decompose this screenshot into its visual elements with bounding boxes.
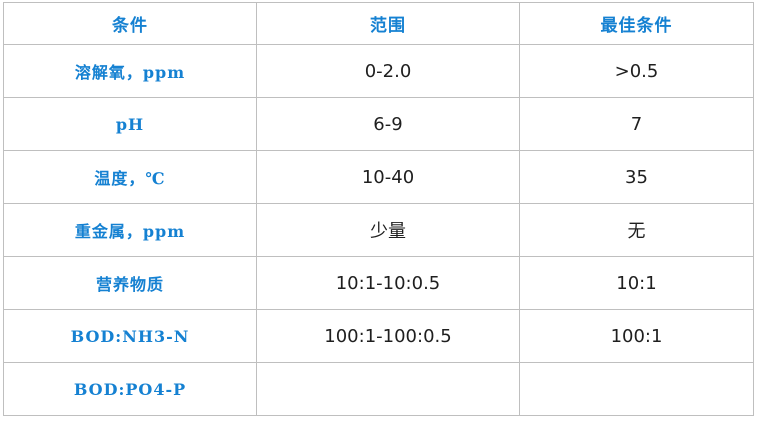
condition-cell: 温度，℃ (3, 150, 257, 204)
range-cell: 少量 (256, 203, 520, 257)
table-row: 溶解氧，ppm 0-2.0 >0.5 (3, 44, 754, 98)
range-cell: 6-9 (256, 97, 520, 151)
table-row: pH 6-9 7 (3, 97, 754, 151)
best-condition-cell: >0.5 (519, 44, 754, 98)
range-cell: 100:1-100:0.5 (256, 309, 520, 363)
condition-cell: 营养物质 (3, 256, 257, 310)
table-row: 温度，℃ 10-40 35 (3, 150, 754, 204)
condition-cell: 溶解氧，ppm (3, 44, 257, 98)
table-row: BOD:PO4-P (3, 362, 754, 416)
range-cell (256, 362, 520, 416)
best-condition-cell: 35 (519, 150, 754, 204)
condition-cell: BOD:NH3-N (3, 309, 257, 363)
condition-cell: 重金属，ppm (3, 203, 257, 257)
header-condition: 条件 (3, 2, 257, 45)
table-body: 溶解氧，ppm 0-2.0 >0.5 pH 6-9 7 温度，℃ 10-40 35 重金属，ppm… (3, 44, 754, 416)
best-condition-cell: 100:1 (519, 309, 754, 363)
conditions-table: 条件 范围 最佳条件 溶解氧，ppm 0-2.0 >0.5 pH 6-9 7 温度，℃ 10-… (3, 2, 754, 416)
best-condition-cell (519, 362, 754, 416)
header-best-condition: 最佳条件 (519, 2, 754, 45)
range-cell: 0-2.0 (256, 44, 520, 98)
table-row: 营养物质 10:1-10:0.5 10:1 (3, 256, 754, 310)
best-condition-cell: 无 (519, 203, 754, 257)
range-cell: 10:1-10:0.5 (256, 256, 520, 310)
condition-cell: BOD:PO4-P (3, 362, 257, 416)
table-row: BOD:NH3-N 100:1-100:0.5 100:1 (3, 309, 754, 363)
table-row: 重金属，ppm 少量无 (3, 203, 754, 257)
range-cell: 10-40 (256, 150, 520, 204)
header-row: 条件 范围 最佳条件 (3, 2, 754, 45)
condition-cell: pH (3, 97, 257, 151)
best-condition-cell: 10:1 (519, 256, 754, 310)
header-range: 范围 (256, 2, 520, 45)
best-condition-cell: 7 (519, 97, 754, 151)
